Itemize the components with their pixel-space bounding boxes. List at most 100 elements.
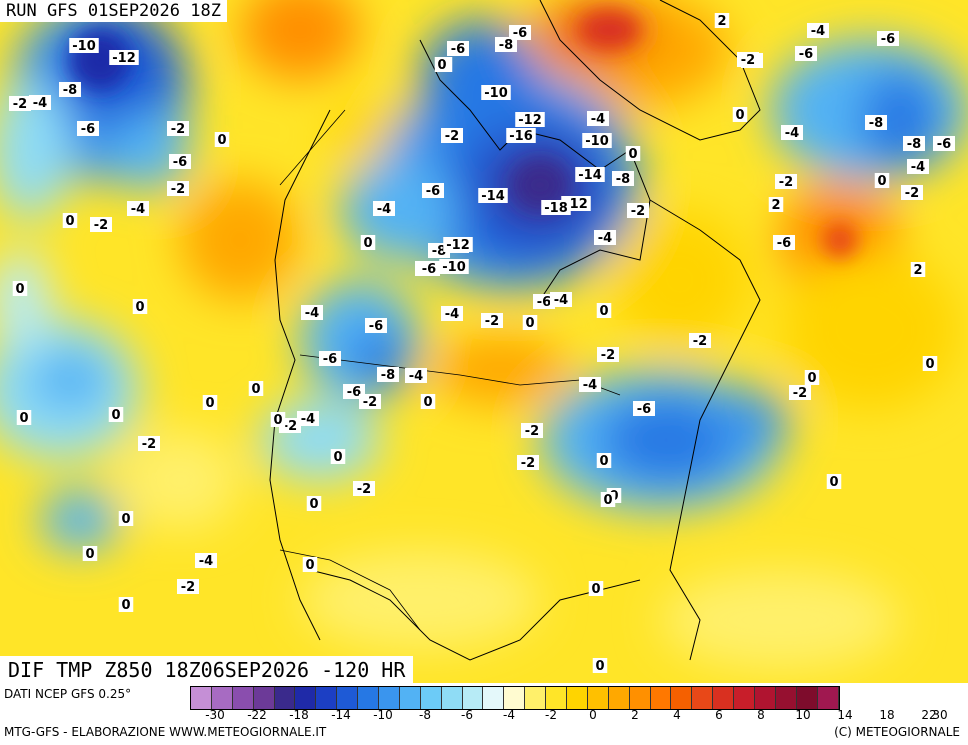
scale-tick-label: -18	[289, 708, 309, 722]
scale-swatch	[525, 687, 547, 709]
contour-label: -2	[789, 385, 811, 401]
contour-label: -8	[377, 367, 399, 383]
svg-text:0: 0	[595, 659, 604, 674]
contour-label: -6	[319, 351, 341, 367]
svg-text:-6: -6	[777, 236, 791, 251]
svg-text:-4: -4	[811, 24, 825, 39]
svg-text:-4: -4	[911, 160, 925, 175]
svg-text:0: 0	[877, 174, 886, 189]
contour-label: -10	[582, 133, 612, 149]
svg-text:0: 0	[603, 493, 612, 508]
svg-text:-2: -2	[485, 314, 499, 329]
scale-swatch	[504, 687, 526, 709]
scale-swatch	[692, 687, 714, 709]
contour-label: 2	[714, 13, 730, 29]
svg-text:0: 0	[205, 396, 214, 411]
scale-tick-label: 22	[921, 708, 937, 722]
svg-text:-2: -2	[171, 182, 185, 197]
contour-label: -2	[353, 481, 375, 497]
contour-label: 0	[588, 581, 604, 597]
scale-swatch	[755, 687, 776, 709]
scale-tick-label: -22	[247, 708, 267, 722]
contour-label: -4	[301, 305, 323, 321]
scale-swatch	[232, 687, 254, 709]
contour-label: -2	[441, 128, 463, 144]
contour-label: 0	[62, 213, 78, 229]
contour-label: -4	[127, 201, 149, 217]
contour-label: -2	[167, 181, 189, 197]
contour-label: 0	[804, 370, 820, 386]
svg-text:0: 0	[111, 408, 120, 423]
contour-label: 0	[118, 511, 134, 527]
contour-label: -8	[59, 82, 81, 98]
svg-text:-18: -18	[544, 201, 568, 216]
scale-tick-label: -30	[205, 708, 225, 722]
contour-label: -2	[521, 423, 543, 439]
contour-label: 0	[600, 492, 616, 508]
svg-text:-2: -2	[283, 419, 297, 434]
contour-label: 0	[108, 407, 124, 423]
contour-label: -4	[781, 125, 803, 141]
contour-label: -2	[901, 185, 923, 201]
contour-label: -4	[594, 230, 616, 246]
svg-text:0: 0	[599, 304, 608, 319]
contour-label: 0	[360, 235, 376, 251]
svg-text:0: 0	[525, 316, 534, 331]
svg-text:-8: -8	[499, 38, 513, 53]
contour-label: -6	[447, 41, 469, 57]
contour-label: 0	[874, 173, 890, 189]
scale-swatch	[567, 687, 588, 709]
svg-text:-2: -2	[171, 122, 185, 137]
contour-label: 0	[826, 474, 842, 490]
svg-text:-6: -6	[799, 47, 813, 62]
scale-swatch	[817, 687, 839, 709]
svg-text:-2: -2	[94, 218, 108, 233]
run-title: RUN GFS 01SEP2026 18Z	[0, 0, 227, 22]
contour-label: 0	[592, 658, 608, 674]
svg-text:0: 0	[85, 547, 94, 562]
svg-text:-4: -4	[591, 112, 605, 127]
svg-text:-6: -6	[347, 385, 361, 400]
field-title: DIF TMP Z850 18Z06SEP2026 -120 HR	[0, 656, 414, 684]
contour-label: -2	[9, 96, 31, 112]
contour-label: -2	[177, 579, 199, 595]
scale-swatch	[483, 687, 505, 709]
svg-text:0: 0	[121, 598, 130, 613]
svg-text:-6: -6	[173, 155, 187, 170]
svg-text:2: 2	[913, 263, 922, 278]
scale-swatch	[546, 687, 568, 709]
svg-text:-8: -8	[907, 137, 921, 152]
contour-label: 0	[330, 449, 346, 465]
contour-label: -12	[443, 237, 473, 253]
contour-label: -2	[775, 174, 797, 190]
coastlines	[269, 0, 761, 661]
svg-text:-2: -2	[631, 204, 645, 219]
contour-label: -12	[109, 50, 139, 66]
svg-text:-2: -2	[13, 97, 27, 112]
svg-text:-4: -4	[377, 202, 391, 217]
scale-tick-label: 4	[673, 708, 681, 722]
svg-text:0: 0	[135, 300, 144, 315]
svg-text:-12: -12	[112, 51, 136, 66]
svg-text:-6: -6	[369, 319, 383, 334]
svg-text:0: 0	[437, 58, 446, 73]
scale-swatch	[441, 687, 463, 709]
scale-swatch	[295, 687, 317, 709]
contour-label: -4	[405, 368, 427, 384]
scale-swatch	[274, 687, 296, 709]
contour-label: 0	[132, 299, 148, 315]
footer-credit: MTG-GFS - ELABORAZIONE WWW.METEOGIORNALE…	[4, 725, 327, 739]
contour-label: 0	[732, 107, 748, 123]
svg-text:0: 0	[925, 357, 934, 372]
svg-text:0: 0	[309, 497, 318, 512]
contour-label: -2	[481, 313, 503, 329]
contour-label: -4	[579, 377, 601, 393]
svg-text:-4: -4	[598, 231, 612, 246]
svg-text:0: 0	[807, 371, 816, 386]
contour-label: -6	[169, 154, 191, 170]
svg-text:-16: -16	[509, 129, 533, 144]
scale-swatch	[650, 687, 672, 709]
svg-text:-8: -8	[869, 116, 883, 131]
contour-label: -4	[195, 553, 217, 569]
svg-text:0: 0	[217, 133, 226, 148]
